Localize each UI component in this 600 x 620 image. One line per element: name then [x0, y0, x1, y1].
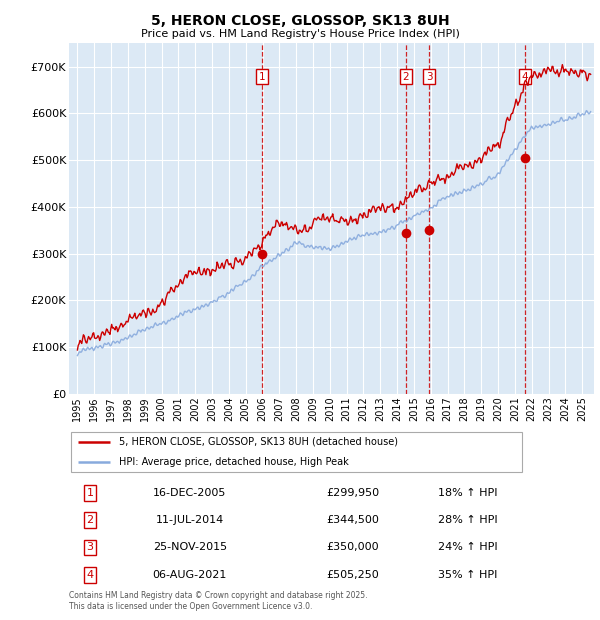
Text: 25-NOV-2015: 25-NOV-2015	[152, 542, 227, 552]
Text: 2: 2	[403, 72, 409, 82]
Text: 4: 4	[521, 72, 528, 82]
Text: £344,500: £344,500	[326, 515, 379, 525]
Text: £505,250: £505,250	[326, 570, 379, 580]
Text: 5, HERON CLOSE, GLOSSOP, SK13 8UH (detached house): 5, HERON CLOSE, GLOSSOP, SK13 8UH (detac…	[119, 436, 398, 447]
Text: 28% ↑ HPI: 28% ↑ HPI	[438, 515, 498, 525]
Text: Price paid vs. HM Land Registry's House Price Index (HPI): Price paid vs. HM Land Registry's House …	[140, 29, 460, 38]
Text: 16-DEC-2005: 16-DEC-2005	[153, 488, 226, 498]
Text: 11-JUL-2014: 11-JUL-2014	[155, 515, 224, 525]
Text: 4: 4	[86, 570, 94, 580]
Text: £299,950: £299,950	[326, 488, 379, 498]
Text: 1: 1	[86, 488, 94, 498]
Text: 1: 1	[259, 72, 265, 82]
Text: 18% ↑ HPI: 18% ↑ HPI	[438, 488, 498, 498]
Text: 2: 2	[86, 515, 94, 525]
Text: 24% ↑ HPI: 24% ↑ HPI	[438, 542, 498, 552]
Text: 35% ↑ HPI: 35% ↑ HPI	[439, 570, 497, 580]
Text: HPI: Average price, detached house, High Peak: HPI: Average price, detached house, High…	[119, 457, 349, 467]
Text: 3: 3	[426, 72, 433, 82]
Text: 3: 3	[86, 542, 94, 552]
Text: Contains HM Land Registry data © Crown copyright and database right 2025.
This d: Contains HM Land Registry data © Crown c…	[69, 591, 367, 611]
Text: £350,000: £350,000	[326, 542, 379, 552]
FancyBboxPatch shape	[71, 432, 522, 472]
Text: 06-AUG-2021: 06-AUG-2021	[152, 570, 227, 580]
Text: 5, HERON CLOSE, GLOSSOP, SK13 8UH: 5, HERON CLOSE, GLOSSOP, SK13 8UH	[151, 14, 449, 28]
